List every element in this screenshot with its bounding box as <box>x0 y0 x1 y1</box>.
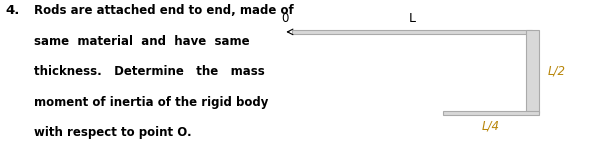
Text: Rods are attached end to end, made of: Rods are attached end to end, made of <box>35 4 294 17</box>
Bar <box>527 30 539 113</box>
Bar <box>443 111 539 115</box>
Text: moment of inertia of the rigid body: moment of inertia of the rigid body <box>35 96 269 109</box>
Text: 0: 0 <box>282 12 289 25</box>
Text: L/4: L/4 <box>482 120 500 133</box>
Text: thickness.   Determine   the   mass: thickness. Determine the mass <box>35 65 265 78</box>
Text: L/2: L/2 <box>547 65 565 78</box>
Text: with respect to point O.: with respect to point O. <box>35 126 192 139</box>
Text: L: L <box>409 12 416 25</box>
Text: 4.: 4. <box>5 4 19 17</box>
Text: same  material  and  have  same: same material and have same <box>35 35 250 48</box>
Bar <box>292 30 533 34</box>
